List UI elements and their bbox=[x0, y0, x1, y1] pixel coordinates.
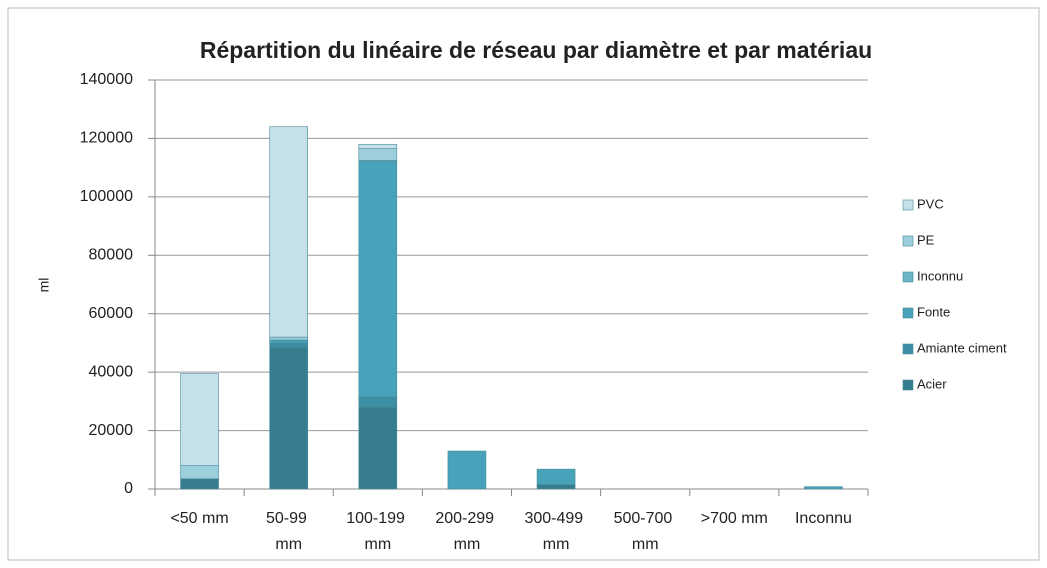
bar-segment bbox=[180, 373, 219, 466]
x-tick-label: 100-199 mm bbox=[346, 510, 409, 553]
chart-frame bbox=[7, 7, 1040, 561]
bar-segment bbox=[536, 484, 576, 490]
y-tick-label: 80000 bbox=[89, 247, 134, 264]
legend-swatch bbox=[902, 235, 914, 247]
y-tick-label: 120000 bbox=[80, 130, 133, 147]
legend-label: Amiante ciment bbox=[917, 340, 1007, 355]
y-tick-label: 60000 bbox=[89, 305, 134, 322]
bar-segment bbox=[180, 465, 219, 480]
legend-label: Fonte bbox=[917, 304, 950, 319]
bar-segment bbox=[269, 126, 308, 338]
y-tick-label: 40000 bbox=[89, 363, 134, 380]
y-axis-label: ml bbox=[36, 278, 52, 293]
bar-segment bbox=[447, 450, 487, 490]
x-tick-label: 300-499 mm bbox=[524, 510, 587, 553]
y-tick-label: 100000 bbox=[80, 188, 133, 205]
bar-segment bbox=[358, 406, 398, 490]
bar-segment bbox=[269, 339, 308, 344]
x-tick-label: <50 mm bbox=[170, 510, 228, 527]
legend-swatch bbox=[902, 307, 914, 319]
legend-label: Inconnu bbox=[917, 268, 963, 283]
bar-segment bbox=[269, 336, 308, 341]
bar-segment bbox=[358, 148, 398, 161]
chart-title: Répartition du linéaire de réseau par di… bbox=[200, 37, 872, 63]
bar-segment bbox=[358, 143, 398, 149]
legend-label: PVC bbox=[917, 196, 944, 211]
x-tick-label: 500-700 mm bbox=[614, 510, 677, 553]
x-tick-label: Inconnu bbox=[795, 510, 852, 527]
x-tick-label: 200-299 mm bbox=[435, 510, 498, 553]
legend-label: PE bbox=[917, 232, 935, 247]
bar-segment bbox=[804, 486, 843, 490]
y-tick-label: 20000 bbox=[89, 422, 134, 439]
bar-segment bbox=[536, 468, 576, 485]
x-tick-label: 50-99 mm bbox=[266, 510, 311, 553]
legend-swatch bbox=[902, 379, 914, 391]
bar-segment bbox=[358, 396, 398, 408]
y-tick-label: 0 bbox=[124, 480, 133, 497]
legend-swatch bbox=[902, 343, 914, 355]
legend-label: Acier bbox=[917, 376, 947, 391]
bar-segment bbox=[180, 478, 219, 490]
y-tick-label: 140000 bbox=[80, 71, 133, 88]
legend-swatch bbox=[902, 199, 914, 211]
bar-segment bbox=[269, 347, 308, 490]
legend-swatch bbox=[902, 271, 914, 283]
x-tick-label: >700 mm bbox=[701, 510, 768, 527]
bar-segment bbox=[358, 161, 398, 398]
bar-segment bbox=[269, 342, 308, 348]
